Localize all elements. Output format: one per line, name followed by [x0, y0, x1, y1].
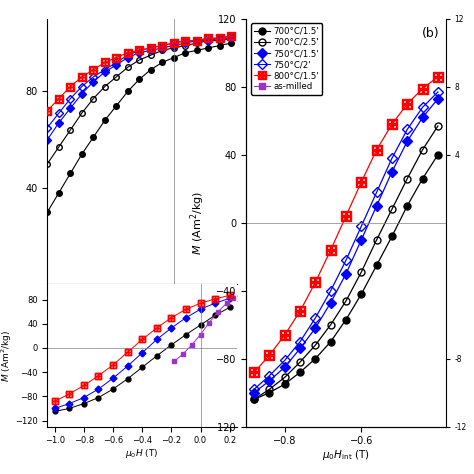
Text: (b): (b) — [422, 27, 439, 40]
X-axis label: $\mu_0 H_{\rm int}$ (T): $\mu_0 H_{\rm int}$ (T) — [322, 448, 370, 462]
Y-axis label: $M$ (Am$^2$/kg): $M$ (Am$^2$/kg) — [189, 191, 207, 255]
Legend: 700°C/1.5', 700°C/2.5', 750°C/1.5', 750°C/2', 800°C/1.5', as-milled: 700°C/1.5', 700°C/2.5', 750°C/1.5', 750°… — [251, 23, 322, 95]
X-axis label: $\mu_0 H_{\rm int}$ (T): $\mu_0 H_{\rm int}$ (T) — [118, 306, 166, 319]
Y-axis label: $M$ (Am$^2$/kg): $M$ (Am$^2$/kg) — [0, 329, 14, 382]
X-axis label: $\mu_0 H$ (T): $\mu_0 H$ (T) — [126, 447, 159, 460]
